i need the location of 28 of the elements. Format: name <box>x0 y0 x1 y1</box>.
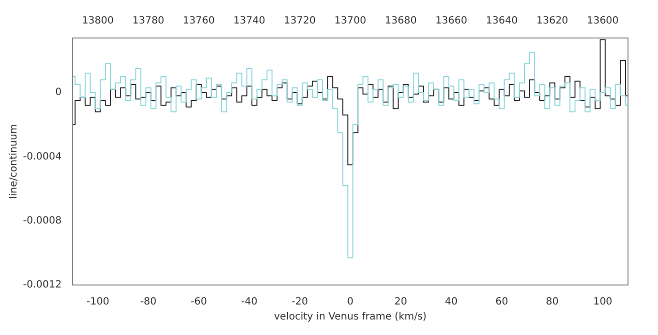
x2-tick-label: 13780 <box>132 16 164 27</box>
x-tick-label: -80 <box>140 296 157 308</box>
x-tick-label: -20 <box>292 296 308 308</box>
x2-tick-label: 13660 <box>435 16 468 27</box>
x-tick-label: 80 <box>546 296 559 308</box>
x-axis-title: velocity in Venus frame (km/s) <box>274 312 427 323</box>
x2-tick-label: 13800 <box>82 16 114 27</box>
x-tick-label: 60 <box>495 296 508 308</box>
x-tick-label: 20 <box>394 296 408 308</box>
y-tick-label: -0.0012 <box>22 280 62 291</box>
x2-tick-label: 13680 <box>384 16 417 27</box>
x-tick-label: -100 <box>86 296 110 308</box>
x2-tick-label: 13620 <box>536 16 568 27</box>
x-tick-label: 40 <box>444 296 458 308</box>
x-tick-label: -60 <box>190 296 207 308</box>
x2-tick-label: 13600 <box>586 16 619 27</box>
y-axis-title: line/continuum <box>8 124 20 199</box>
x-tick-label: -40 <box>241 296 258 308</box>
x-tick-label: 0 <box>347 296 354 308</box>
x2-tick-label: 13760 <box>182 16 215 27</box>
x2-tick-label: 13640 <box>486 16 518 27</box>
x2-tick-label: 13740 <box>233 16 266 27</box>
x-tick-label: 100 <box>593 296 612 308</box>
y-tick-label: -0.0004 <box>22 151 62 162</box>
y-tick-label: -0.0008 <box>22 215 62 226</box>
x2-tick-label: 13700 <box>334 16 366 27</box>
x2-tick-label: 13720 <box>284 16 316 27</box>
y-tick-label: 0 <box>55 87 62 98</box>
